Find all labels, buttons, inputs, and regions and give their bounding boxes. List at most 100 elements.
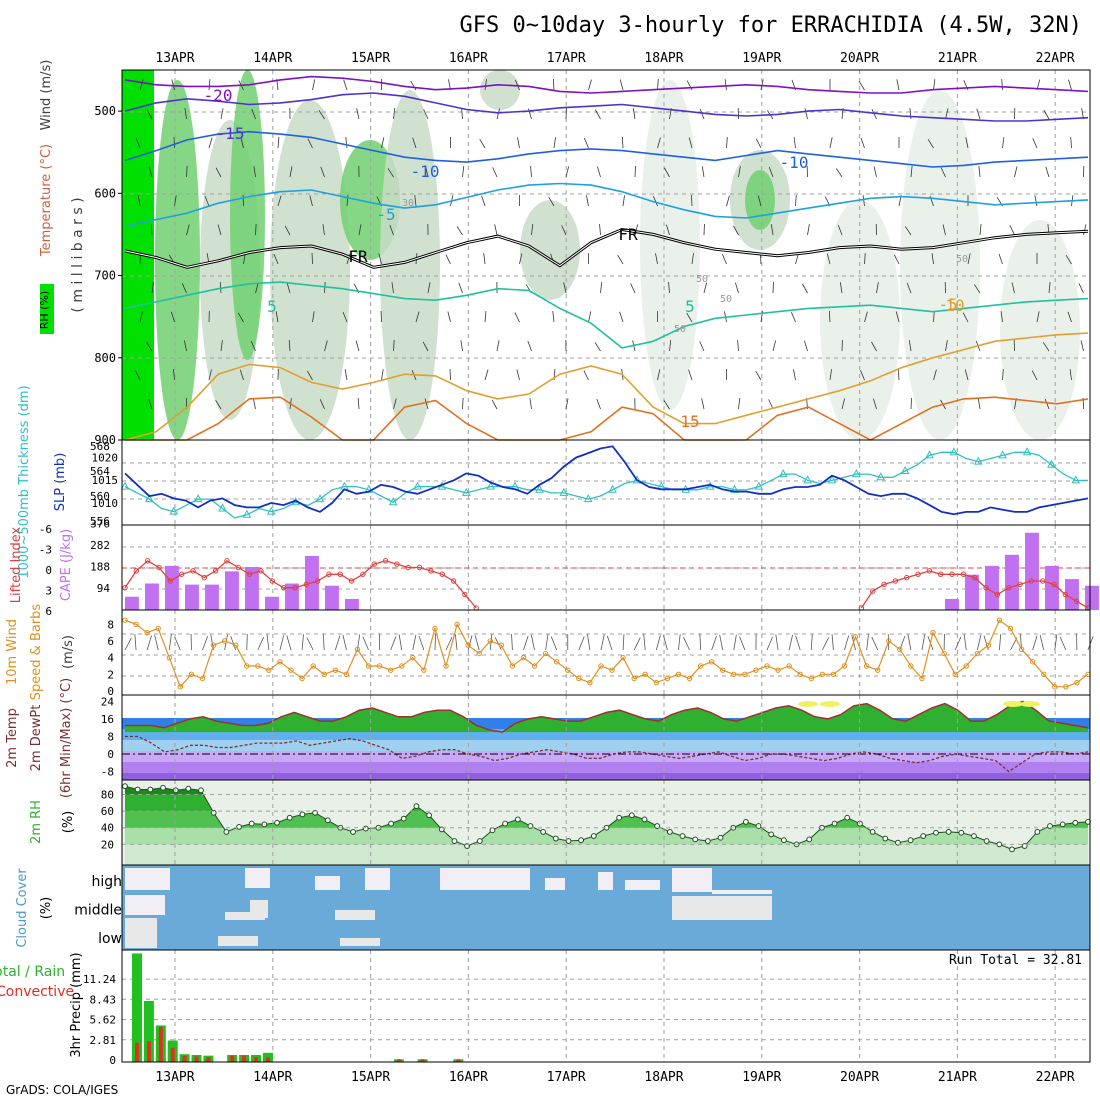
y-tick-label: 8 [107,618,114,631]
rh-marker [223,828,230,835]
wind-barb [275,311,279,323]
wind-marker [332,667,339,673]
precip-conv-bar [456,1059,461,1062]
y-tick-label: 60 [101,805,114,818]
wind-barb [496,108,501,120]
rh-marker [780,837,787,844]
rh-marker [882,835,889,842]
wind-barb [257,636,265,651]
ylabel-wind: Wind (m/s) [39,60,54,131]
rh-shade [230,70,265,360]
wind-barb [412,137,417,149]
wind-barb [387,168,394,178]
wind-barb [606,635,613,651]
ylabel-speed: Speed & Barbs [29,604,44,701]
wind-barb [565,398,569,410]
wind-barb [139,311,143,323]
rh-marker [350,828,356,835]
wind-barb [719,634,724,651]
wind-barb [688,137,693,149]
rh-marker [692,836,699,843]
contour-label: -20 [204,86,233,105]
li-line [124,559,477,609]
wind-barb [793,369,796,381]
wind-barb [876,282,879,294]
rh-marker [578,837,585,844]
cloud-gap [625,880,660,890]
wind-marker [620,654,626,661]
contour-label: -5 [376,205,395,224]
wind-barb [768,166,774,178]
wind-barb [390,636,397,651]
wind-marker [288,667,294,673]
wind-barb [273,253,279,265]
wind-marker [919,675,925,682]
y-tick-label: 800 [94,351,116,365]
wind-marker [753,667,759,673]
ylabel-total-rain: Total / Rain [0,964,65,980]
wind-barb [895,311,900,323]
wind-barb [357,398,360,410]
wind-barb [683,637,690,651]
ylabel-precip: 3hr Precip (mm) [69,952,84,1057]
thickness-marker [1047,459,1056,468]
wind-barb [319,399,325,410]
wind-barb [733,225,739,236]
thickness-marker [145,494,154,503]
wind-barb [788,634,793,651]
wind-barb [445,637,453,651]
thickness-marker [242,509,252,518]
li-marker [133,568,140,574]
wind-barb [422,341,429,352]
wind-barb [307,138,313,149]
wind-barb [1044,398,1050,410]
wind-barb [678,634,681,651]
rh-marker [185,785,192,792]
wind-marker [786,663,792,669]
wind-barb [795,253,799,265]
li-marker [1073,598,1080,604]
rh-marker [400,815,407,822]
wind-barb [324,340,328,352]
wind-barb [634,224,639,236]
ylabel-rh2m: 2m RH [29,800,44,844]
rh-marker [920,833,927,839]
wind-marker [1029,659,1036,665]
rh-marker [983,838,990,844]
precip-conv-bar [146,1041,151,1062]
li-marker [156,564,162,571]
isotherm-line [125,396,1089,441]
wind-marker [1074,679,1080,686]
li-marker [360,571,366,577]
wind-marker [509,663,516,669]
wind-barb [738,398,741,410]
wind-barb [561,225,567,236]
rh-marker [1059,821,1066,828]
rh-marker [388,820,394,827]
li-marker [348,578,355,584]
wind-barb [277,195,282,207]
wind-barb [284,225,291,236]
y-tick-label: 1010 [92,497,119,510]
wind-barb [215,167,222,178]
thickness-marker [413,481,422,490]
wind-barb [250,341,256,352]
wind-barb [345,137,348,149]
cloud-gap [672,896,772,920]
wind-barb [462,166,465,178]
temp-band [122,740,1090,751]
y-tick-label: 11.24 [83,973,116,986]
wind-barb [927,139,934,149]
wind-barb [530,634,535,651]
wind-barb [412,634,417,651]
wind-barb [772,340,777,352]
rh-marker [248,820,255,827]
wind-barb [735,282,739,294]
wind-marker [443,663,449,669]
wind-barb [424,398,429,410]
wind-barb [423,109,429,120]
wind-barb [1036,311,1040,323]
rh-marker [1034,828,1041,835]
wind-barb [174,195,177,207]
wind-barb [445,254,451,265]
